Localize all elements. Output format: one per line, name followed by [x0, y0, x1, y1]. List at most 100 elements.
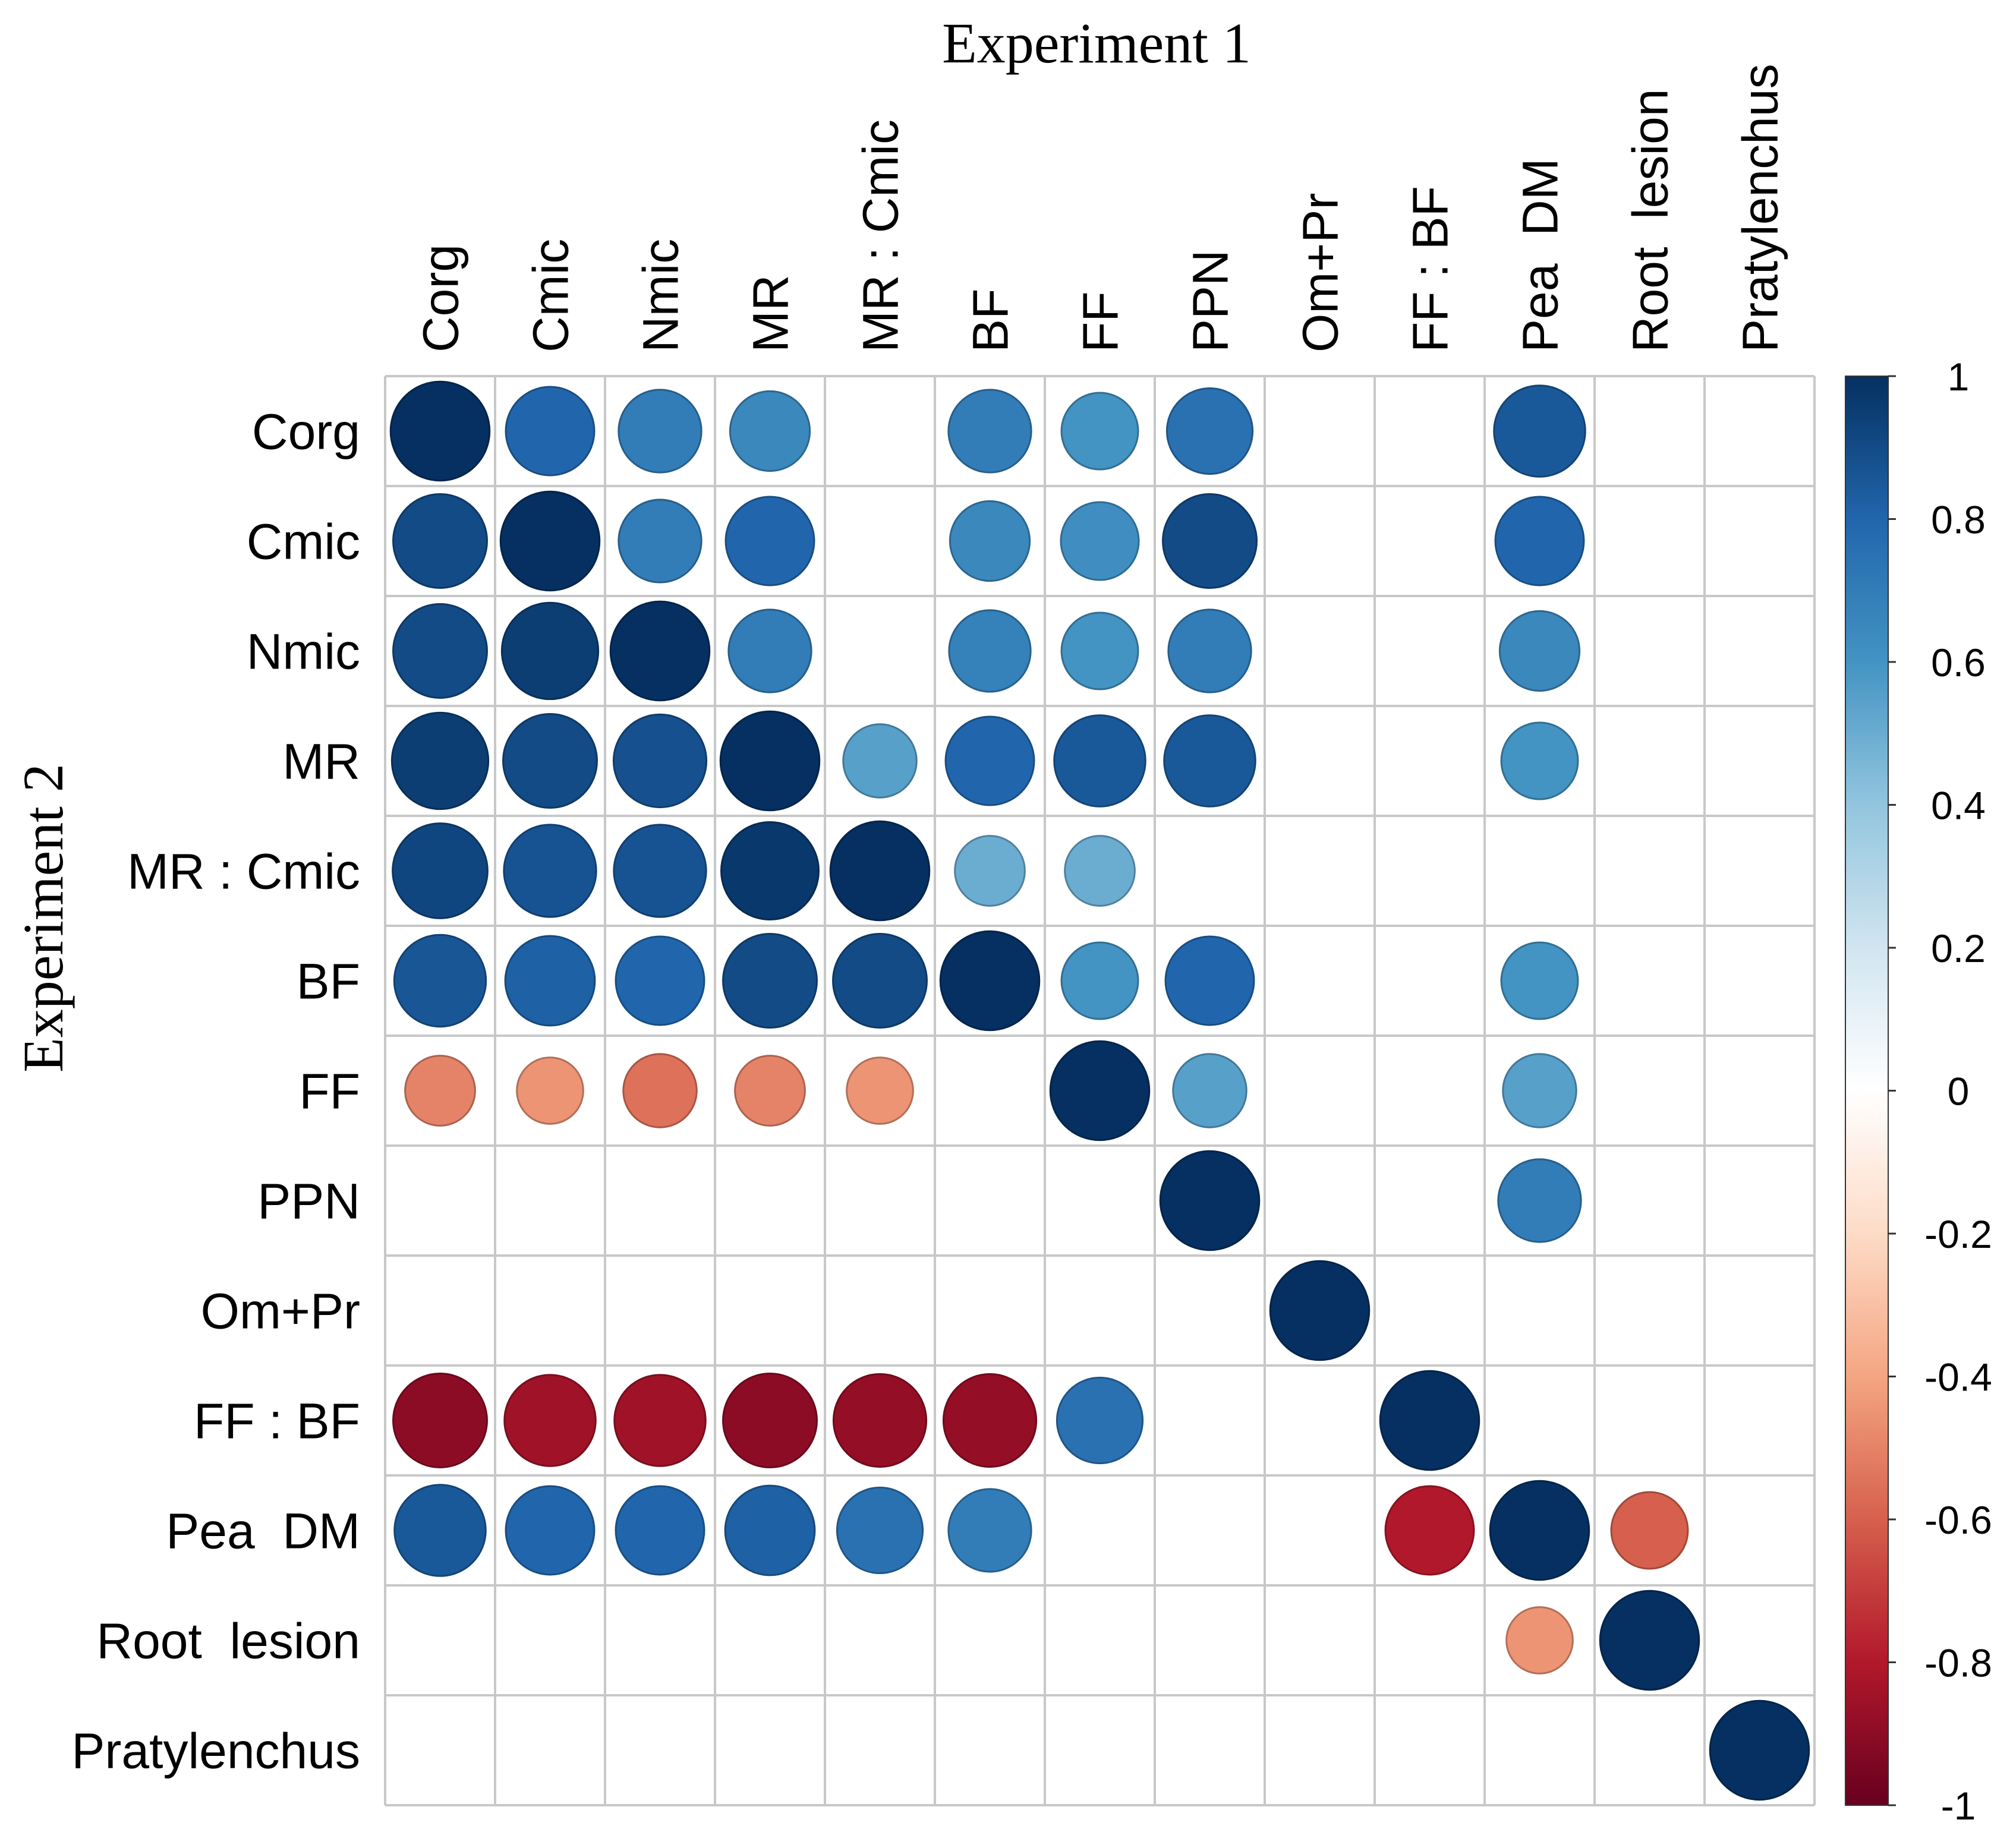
correlation-circle	[729, 390, 811, 472]
column-labels: Corg Cmic Nmic MR MR : Cmic BF FF PPN Om+Pr FF : …	[413, 64, 1788, 352]
correlation-circle	[949, 500, 1031, 582]
correlation-circle	[720, 821, 820, 920]
row-label: Pratylenchus	[71, 1723, 360, 1779]
column-label: MR	[743, 275, 799, 352]
row-label: Pea DM	[166, 1503, 360, 1559]
correlation-circle	[1060, 941, 1139, 1020]
correlation-circle	[724, 1484, 816, 1576]
correlation-circle	[1502, 1053, 1577, 1128]
colorbar-tick-label: 1	[1948, 355, 1970, 399]
correlation-circle	[1163, 714, 1256, 808]
circles	[389, 380, 1810, 1801]
correlation-circle	[389, 380, 491, 482]
colorbar-tick-label: -0.2	[1924, 1212, 1992, 1256]
column-label: FF	[1073, 291, 1129, 352]
correlation-circle	[734, 1055, 806, 1127]
correlation-circle	[393, 934, 487, 1028]
row-label: Root lesion	[96, 1613, 360, 1669]
left-title: Experiment 2	[11, 764, 75, 1073]
correlation-circle	[727, 608, 812, 693]
correlation-circle	[613, 1374, 707, 1467]
correlation-circle	[1064, 835, 1136, 907]
grid	[384, 375, 1816, 1806]
correlation-circle	[1165, 387, 1254, 475]
correlation-circle	[1497, 1158, 1582, 1243]
correlation-circle	[842, 723, 918, 799]
correlation-circle	[948, 609, 1032, 693]
correlation-circle	[947, 389, 1032, 474]
correlation-circle	[1500, 721, 1579, 800]
correlation-circle	[722, 1373, 818, 1468]
column-label: Pratylenchus	[1732, 64, 1788, 352]
colorbar-tick-label: -0.6	[1924, 1498, 1992, 1542]
colorbar-tick-label: -0.4	[1924, 1355, 1992, 1399]
row-label: PPN	[257, 1174, 360, 1229]
row-label: MR	[282, 734, 360, 790]
colorbar-tick-label: 0.2	[1931, 926, 1986, 970]
correlation-circle	[1167, 608, 1252, 693]
correlation-circle	[832, 933, 928, 1029]
row-label: FF : BF	[194, 1393, 360, 1449]
correlation-circle	[618, 389, 702, 474]
correlation-circle	[609, 600, 711, 702]
correlation-circle	[503, 824, 597, 918]
correlation-circle	[1269, 1260, 1371, 1361]
colorbar-tick-label: -1	[1941, 1784, 1976, 1828]
correlation-circle	[516, 1057, 584, 1125]
row-label: Cmic	[247, 514, 360, 570]
column-label: FF : BF	[1403, 186, 1458, 352]
correlation-circle	[1056, 1376, 1144, 1465]
column-label: Pea DM	[1513, 158, 1568, 352]
correlation-circle	[1599, 1590, 1700, 1691]
colorbar-tick-label: 0	[1948, 1070, 1970, 1114]
correlation-circle	[944, 715, 1035, 806]
correlation-circle	[1379, 1370, 1480, 1471]
correlation-circle	[500, 601, 600, 701]
row-label: Corg	[252, 404, 360, 460]
correlation-circle	[1493, 384, 1586, 478]
correlation-circle	[392, 603, 488, 699]
row-label: MR : Cmic	[127, 844, 360, 900]
correlation-circle	[612, 713, 708, 809]
correlation-circle	[392, 822, 489, 919]
correlation-circle	[719, 710, 821, 812]
correlation-circle	[1172, 1053, 1248, 1128]
column-label: Cmic	[523, 239, 579, 352]
correlation-circle	[1060, 392, 1139, 471]
column-label: BF	[963, 289, 1019, 352]
correlation-circle	[615, 1485, 705, 1576]
correlation-circle	[1610, 1491, 1689, 1570]
row-label: BF	[297, 954, 360, 1010]
correlation-circle	[390, 711, 490, 811]
correlation-circle	[1500, 941, 1579, 1020]
colorbar-tick-label: 0.4	[1931, 784, 1986, 828]
row-labels: Corg Cmic Nmic MR MR : Cmic BF FF PPN Om+Pr FF : …	[71, 404, 360, 1779]
correlation-circle	[1709, 1699, 1810, 1801]
row-label: FF	[299, 1064, 360, 1119]
column-label: Corg	[413, 244, 469, 352]
colorbar-tick-label: 0.6	[1931, 641, 1986, 685]
row-label: Nmic	[247, 624, 360, 680]
correlation-circle	[1053, 714, 1146, 808]
column-label: Nmic	[633, 239, 689, 352]
colorbar-ticks: 1 0.8 0.6 0.4 0.2 0 -0.2 -0.4 -0.6 -0.8 -1	[1888, 355, 1992, 1828]
column-label: PPN	[1183, 250, 1239, 352]
correlation-circle	[615, 935, 705, 1026]
correlation-circle	[1049, 1040, 1151, 1141]
correlation-circle	[1159, 1150, 1261, 1251]
colorbar-tick-label: 0.8	[1931, 498, 1986, 542]
correlation-circle	[499, 490, 601, 592]
correlation-circle	[393, 1484, 487, 1577]
correlation-circle	[1498, 610, 1581, 692]
correlation-circle	[505, 386, 596, 477]
correlation-circle	[1384, 1485, 1475, 1576]
correlation-circle	[1494, 496, 1585, 586]
correlation-circle	[947, 1488, 1032, 1573]
correlation-circle	[1489, 1480, 1590, 1581]
correlation-circle	[942, 1373, 1038, 1468]
correlation-circle	[1060, 501, 1140, 581]
correlation-circle	[503, 1374, 597, 1467]
correlation-circle	[1060, 611, 1139, 690]
correlation-circle	[502, 713, 598, 809]
